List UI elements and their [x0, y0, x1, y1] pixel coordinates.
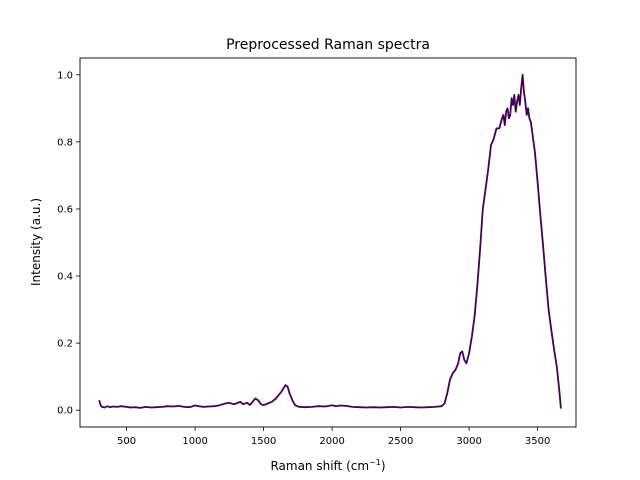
- spectrum-line: [98, 73, 562, 409]
- x-tick-label: 1000: [182, 436, 207, 447]
- x-tick-label: 500: [117, 436, 136, 447]
- y-tick-label: 0.2: [57, 339, 73, 350]
- y-tick-label: 0.8: [57, 137, 73, 148]
- y-tick-label: 0.6: [57, 204, 73, 215]
- y-axis-label: Intensity (a.u.): [29, 198, 43, 286]
- x-tick-label: 1500: [251, 436, 276, 447]
- plot-frame: [79, 57, 577, 428]
- y-tick-label: 1.0: [57, 70, 73, 81]
- x-axis-label-close: ): [381, 459, 386, 473]
- y-tick-label: 0.4: [57, 272, 73, 283]
- x-tick-label: 2000: [319, 436, 344, 447]
- y-tick-label: 0.0: [57, 406, 73, 417]
- y-ticks: 0.0 0.2 0.4 0.6 0.8 1.0: [57, 70, 80, 417]
- chart-title: Preprocessed Raman spectra: [226, 37, 430, 53]
- x-axis-label: Raman shift (cm−1): [270, 458, 385, 473]
- x-tick-label: 3500: [525, 436, 550, 447]
- x-tick-label: 2500: [388, 436, 413, 447]
- x-axis-label-superscript: −1: [369, 458, 381, 467]
- x-tick-label: 3000: [456, 436, 481, 447]
- x-ticks: 500 1000 1500 2000 2500 3000 3500: [117, 427, 550, 447]
- x-axis-label-main: Raman shift (cm: [270, 459, 369, 473]
